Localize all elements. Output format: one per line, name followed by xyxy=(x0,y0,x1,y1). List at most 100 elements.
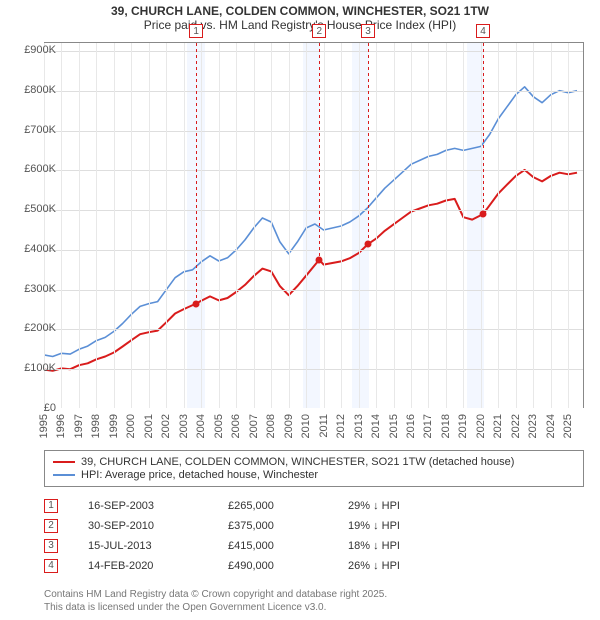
legend: 39, CHURCH LANE, COLDEN COMMON, WINCHEST… xyxy=(44,450,584,487)
marker-label: 2 xyxy=(312,24,326,38)
marker-dot xyxy=(193,300,200,307)
gridline-h xyxy=(44,210,583,211)
gridline-v xyxy=(114,43,115,408)
sale-diff: 18% ↓ HPI xyxy=(348,540,488,552)
y-tick-label: £0 xyxy=(6,402,56,414)
footer: Contains HM Land Registry data © Crown c… xyxy=(44,588,387,614)
gridline-v xyxy=(166,43,167,408)
y-tick-label: £200K xyxy=(6,322,56,334)
gridline-v xyxy=(376,43,377,408)
x-tick-label: 2011 xyxy=(318,414,330,438)
gridline-v xyxy=(131,43,132,408)
gridline-h xyxy=(44,329,583,330)
sale-date: 14-FEB-2020 xyxy=(68,560,218,572)
gridline-v xyxy=(341,43,342,408)
x-tick-label: 1999 xyxy=(108,414,120,438)
gridline-v xyxy=(236,43,237,408)
x-tick-label: 2022 xyxy=(510,414,522,438)
legend-item: 39, CHURCH LANE, COLDEN COMMON, WINCHEST… xyxy=(53,456,575,468)
sale-date: 30-SEP-2010 xyxy=(68,520,218,532)
legend-swatch xyxy=(53,461,75,463)
sale-price: £490,000 xyxy=(228,560,338,572)
y-tick-label: £500K xyxy=(6,203,56,215)
marker-dot xyxy=(316,256,323,263)
gridline-v xyxy=(568,43,569,408)
gridline-v xyxy=(411,43,412,408)
x-tick-label: 1996 xyxy=(55,414,67,438)
gridline-v xyxy=(254,43,255,408)
title-sub: Price paid vs. HM Land Registry's House … xyxy=(0,18,600,32)
gridline-h xyxy=(44,369,583,370)
x-tick-label: 1997 xyxy=(73,414,85,438)
marker-dropline xyxy=(368,43,369,244)
gridline-v xyxy=(219,43,220,408)
gridline-v xyxy=(463,43,464,408)
sales-table: 1 16-SEP-2003 £265,000 29% ↓ HPI 230-SEP-201… xyxy=(44,496,584,576)
gridline-h xyxy=(44,91,583,92)
sale-index: 1 xyxy=(44,499,58,513)
sale-row: 3 15-JUL-2013 £415,000 18% ↓ HPI xyxy=(44,536,584,556)
gridline-v xyxy=(516,43,517,408)
x-tick-label: 2001 xyxy=(143,414,155,438)
gridline-v xyxy=(394,43,395,408)
x-tick-label: 2018 xyxy=(440,414,452,438)
x-tick-label: 2014 xyxy=(370,414,382,438)
gridline-v xyxy=(79,43,80,408)
gridline-v xyxy=(533,43,534,408)
x-tick-label: 2016 xyxy=(405,414,417,438)
x-tick-label: 2017 xyxy=(422,414,434,438)
gridline-v xyxy=(289,43,290,408)
legend-swatch xyxy=(53,474,75,476)
plot-area xyxy=(44,42,584,408)
y-tick-label: £900K xyxy=(6,44,56,56)
gridline-v xyxy=(446,43,447,408)
marker-label: 4 xyxy=(476,24,490,38)
x-tick-label: 2010 xyxy=(300,414,312,438)
gridline-v xyxy=(149,43,150,408)
legend-label: 39, CHURCH LANE, COLDEN COMMON, WINCHEST… xyxy=(81,456,514,468)
gridline-v xyxy=(324,43,325,408)
x-tick-label: 1995 xyxy=(38,414,50,438)
title-main: 39, CHURCH LANE, COLDEN COMMON, WINCHEST… xyxy=(0,4,600,18)
footer-line: This data is licensed under the Open Gov… xyxy=(44,601,387,614)
marker-dropline xyxy=(319,43,320,260)
gridline-v xyxy=(271,43,272,408)
gridline-v xyxy=(96,43,97,408)
gridline-h xyxy=(44,290,583,291)
footer-line: Contains HM Land Registry data © Crown c… xyxy=(44,588,387,601)
marker-dot xyxy=(479,211,486,218)
sale-index: 3 xyxy=(44,539,58,553)
y-tick-label: £700K xyxy=(6,124,56,136)
gridline-v xyxy=(359,43,360,408)
x-tick-label: 2015 xyxy=(388,414,400,438)
y-tick-label: £300K xyxy=(6,283,56,295)
marker-label: 3 xyxy=(361,24,375,38)
sale-price: £415,000 xyxy=(228,540,338,552)
sale-row: 230-SEP-2010£375,00019% ↓ HPI xyxy=(44,516,584,536)
gridline-v xyxy=(551,43,552,408)
sale-index: 4 xyxy=(44,559,58,573)
sale-date: 15-JUL-2013 xyxy=(68,540,218,552)
sale-date: 16-SEP-2003 xyxy=(68,500,218,512)
gridline-v xyxy=(184,43,185,408)
x-tick-label: 2007 xyxy=(248,414,260,438)
chart-title-block: 39, CHURCH LANE, COLDEN COMMON, WINCHEST… xyxy=(0,0,600,32)
gridline-h xyxy=(44,131,583,132)
chart: 1234 xyxy=(44,42,584,408)
x-tick-label: 2006 xyxy=(230,414,242,438)
x-tick-label: 2002 xyxy=(160,414,172,438)
x-tick-label: 2009 xyxy=(283,414,295,438)
legend-item: HPI: Average price, detached house, Winc… xyxy=(53,469,575,481)
marker-dot xyxy=(365,240,372,247)
x-tick-label: 2023 xyxy=(527,414,539,438)
sale-row: 4 14-FEB-2020 £490,000 26% ↓ HPI xyxy=(44,556,584,576)
series-price-paid xyxy=(44,170,577,371)
sale-diff: 29% ↓ HPI xyxy=(348,500,488,512)
gridline-h xyxy=(44,250,583,251)
gridline-v xyxy=(306,43,307,408)
gridline-v xyxy=(61,43,62,408)
marker-label: 1 xyxy=(189,24,203,38)
sale-diff: 26% ↓ HPI xyxy=(348,560,488,572)
sale-price: £265,000 xyxy=(228,500,338,512)
x-tick-label: 2004 xyxy=(195,414,207,438)
